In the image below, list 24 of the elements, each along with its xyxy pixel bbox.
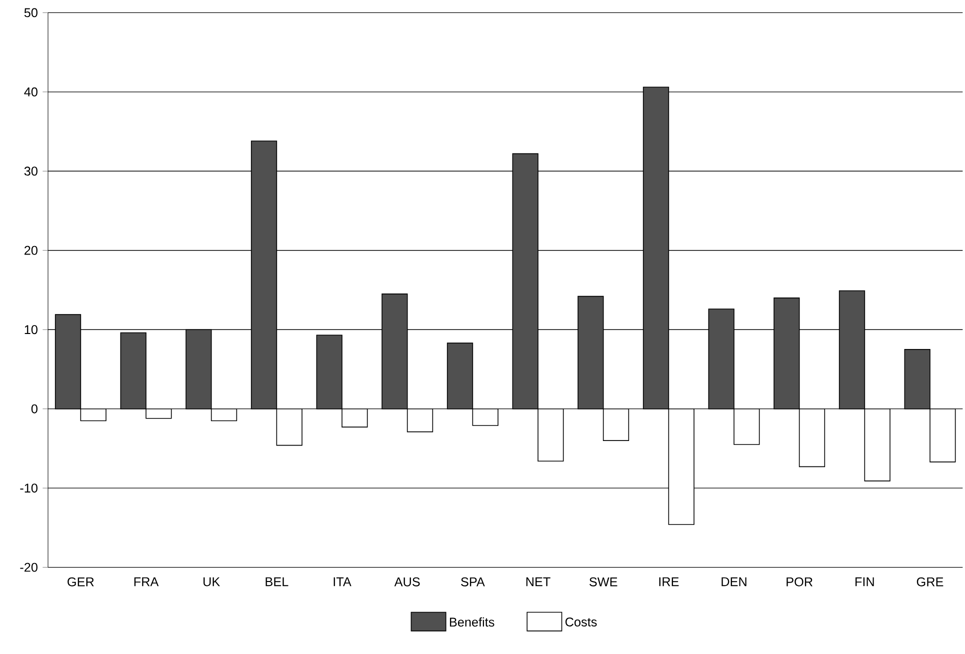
y-tick-label: 20	[24, 246, 38, 255]
x-tick-label: NET	[526, 577, 550, 586]
y-tick-label: -10	[20, 484, 38, 493]
x-tick-label: BEL	[266, 577, 288, 586]
y-tick-label: 30	[24, 166, 38, 176]
x-tick-label: SPA	[461, 577, 485, 586]
x-tick-label: FRA	[134, 577, 159, 586]
x-tick-label: GER	[68, 577, 94, 586]
x-tick-label: SWE	[589, 577, 618, 586]
x-tick-label: DEN	[722, 577, 746, 586]
y-tick-label: 40	[24, 87, 38, 96]
x-tick-label: UK	[204, 577, 220, 586]
x-tick-label: GRE	[916, 577, 944, 586]
legend-label: Costs	[565, 617, 597, 626]
legend-label: Benefits	[450, 617, 494, 627]
x-tick-label: AUS	[394, 577, 420, 586]
x-tick-label: FIN	[856, 577, 874, 586]
y-tick-label: -20	[20, 562, 38, 572]
y-tick-label: 0	[31, 404, 38, 414]
y-tick-label: 50	[24, 8, 38, 18]
x-tick-label: ITA	[334, 577, 352, 586]
x-tick-label: POR	[786, 577, 812, 586]
x-tick-label: IRE	[659, 577, 679, 586]
y-tick-label: 10	[24, 325, 38, 334]
